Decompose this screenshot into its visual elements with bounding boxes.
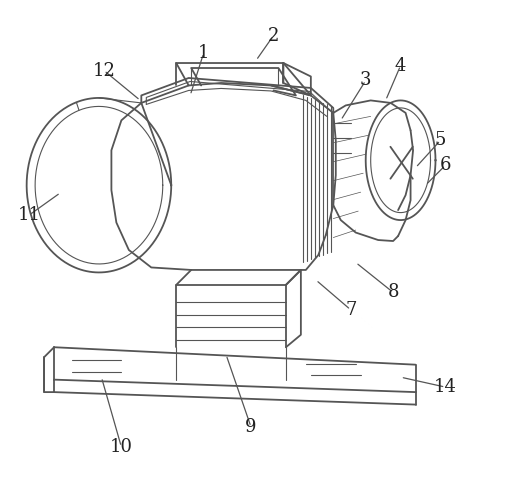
Text: 11: 11 bbox=[17, 206, 40, 224]
Text: 5: 5 bbox=[435, 132, 446, 150]
Text: 7: 7 bbox=[345, 301, 356, 319]
Text: 10: 10 bbox=[110, 438, 133, 456]
Text: 2: 2 bbox=[268, 26, 279, 44]
Text: 14: 14 bbox=[434, 378, 457, 396]
Text: 6: 6 bbox=[440, 156, 451, 174]
Text: 1: 1 bbox=[198, 44, 209, 62]
Text: 9: 9 bbox=[245, 418, 257, 436]
Text: 4: 4 bbox=[395, 56, 407, 74]
Text: 3: 3 bbox=[360, 72, 371, 90]
Text: 12: 12 bbox=[93, 62, 115, 80]
Text: 8: 8 bbox=[388, 284, 399, 302]
